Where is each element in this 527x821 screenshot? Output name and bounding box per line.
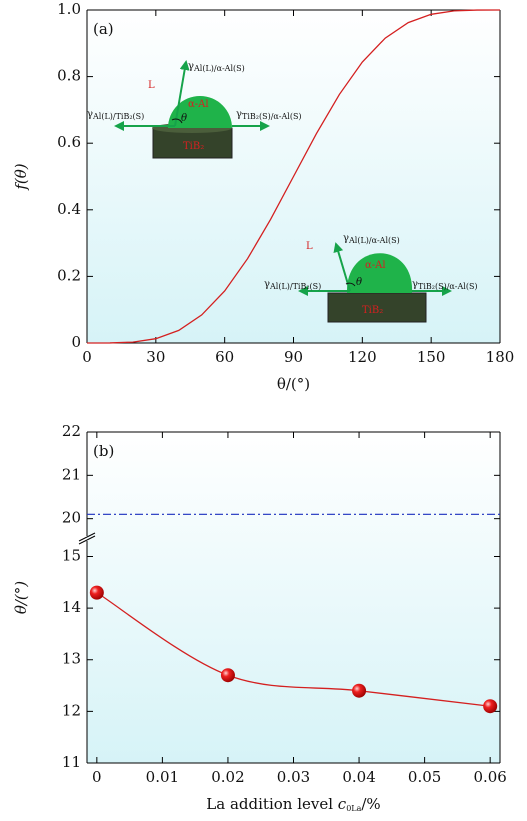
annotation: γAl(L)/α-Al(S) (343, 233, 400, 246)
annotation: θ (181, 113, 187, 124)
y-axis-label: f(θ) (12, 163, 30, 190)
y-tick-label: 22 (62, 422, 81, 440)
annotation-text: TiB₂ (183, 141, 204, 152)
annotation: TiB₂ (183, 141, 204, 152)
data-point (483, 699, 498, 714)
data-line (86, 9, 501, 344)
annotation-text: TiB₂ (362, 305, 383, 316)
annotation-text: α-Al (188, 99, 209, 110)
x-tick-label: 60 (215, 348, 234, 366)
axis-break (78, 532, 96, 542)
x-tick-label: 90 (284, 348, 303, 366)
annotation-text: L (306, 241, 313, 252)
annotation: θ (356, 277, 362, 288)
annotation: γTiB₂(S)/α-Al(S) (236, 109, 302, 122)
y-tick-label: 12 (62, 701, 81, 719)
x-tick-label: 0.02 (211, 768, 244, 786)
y-tick-label: 21 (62, 465, 81, 483)
y-tick-label: 0.4 (57, 200, 81, 218)
x-axis-label-text: La addition level (206, 795, 338, 813)
y-tick-label: 0.6 (57, 133, 81, 151)
annotation-text: γ (188, 61, 194, 72)
data-point (352, 683, 367, 698)
y-tick-label: 20 (62, 509, 81, 527)
plot-bg (87, 432, 500, 763)
annotation-text: θ (181, 113, 187, 124)
x-tick-label: 0.01 (146, 768, 179, 786)
x-tick-label: 180 (486, 348, 515, 366)
annotation-sub: Al(L)/α-Al(S) (193, 64, 245, 73)
annotation-sub: Al(L)/TiB₂(S) (269, 282, 321, 291)
annotation-text: γ (87, 109, 93, 120)
panel-label: (a) (93, 20, 114, 38)
annotation: γTiB₂(S)/α-Al(S) (412, 279, 478, 292)
annotation-text: θ (356, 277, 362, 288)
x-axis-label-var: c (338, 795, 347, 813)
annotation-text: γ (264, 279, 270, 290)
y-tick-label: 0 (71, 333, 81, 351)
panel-label: (b) (93, 442, 114, 460)
annotation-text: L (148, 80, 155, 91)
annotation: γAl(L)/TiB₂(S) (264, 279, 321, 292)
data-point (89, 585, 104, 600)
annotation-sub: Al(L)/α-Al(S) (348, 236, 400, 245)
annotation-text: α-Al (365, 260, 386, 271)
y-tick-label: 1.0 (57, 0, 81, 18)
x-axis-label-sub: 0La (346, 804, 361, 813)
x-tick-label: 0.05 (408, 768, 441, 786)
annotation: γAl(L)/TiB₂(S) (87, 109, 144, 122)
x-tick-label: 0.06 (473, 768, 506, 786)
annotation-text: γ (412, 279, 418, 290)
y-tick-label: 11 (62, 753, 81, 771)
x-tick-label: 0 (92, 768, 102, 786)
x-axis-label: La addition level c0La/% (206, 795, 380, 813)
annotation-text: γ (343, 233, 349, 244)
x-axis-label-unit: /% (361, 795, 380, 813)
annotation: α-Al (188, 99, 209, 110)
x-tick-label: 150 (417, 348, 446, 366)
x-tick-label: 0.04 (342, 768, 375, 786)
inset-1 (114, 60, 270, 159)
annotation-sub: Al(L)/TiB₂(S) (92, 112, 144, 121)
y-tick-label: 14 (62, 598, 81, 616)
y-tick-label: 0.8 (57, 67, 81, 85)
annotation: α-Al (365, 260, 386, 271)
y-tick-label: 15 (62, 546, 81, 564)
axis-break (78, 535, 96, 545)
x-tick-label: 30 (146, 348, 165, 366)
annotation-sub: TiB₂(S)/α-Al(S) (418, 282, 478, 291)
y-tick-label: 0.2 (57, 266, 81, 284)
x-axis-label: θ/(°) (277, 375, 310, 393)
annotation-text: γ (236, 109, 242, 120)
annotation: γAl(L)/α-Al(S) (188, 61, 245, 74)
data-point (220, 668, 235, 683)
y-axis-label: θ/(°) (12, 581, 30, 614)
annotation: TiB₂ (362, 305, 383, 316)
x-tick-label: 0 (82, 348, 92, 366)
x-tick-label: 120 (348, 348, 377, 366)
y-tick-label: 13 (62, 650, 81, 668)
annotation: L (306, 241, 313, 252)
data-line (96, 592, 491, 707)
annotation-sub: TiB₂(S)/α-Al(S) (242, 112, 302, 121)
inset-2 (298, 242, 452, 323)
annotation: L (148, 80, 155, 91)
x-tick-label: 0.03 (277, 768, 310, 786)
